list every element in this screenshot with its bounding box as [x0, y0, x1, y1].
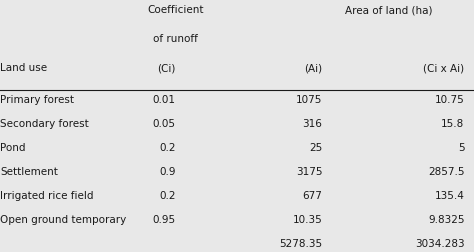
Text: Coefficient: Coefficient: [147, 5, 204, 15]
Text: 0.95: 0.95: [152, 214, 175, 224]
Text: 0.9: 0.9: [159, 166, 175, 176]
Text: 5: 5: [458, 142, 465, 152]
Text: 135.4: 135.4: [435, 190, 465, 200]
Text: of runoff: of runoff: [153, 34, 198, 44]
Text: 677: 677: [302, 190, 322, 200]
Text: 10.35: 10.35: [292, 214, 322, 224]
Text: Area of land (ha): Area of land (ha): [345, 5, 432, 15]
Text: (Ci): (Ci): [157, 63, 175, 73]
Text: 0.01: 0.01: [152, 94, 175, 105]
Text: 0.2: 0.2: [159, 142, 175, 152]
Text: 316: 316: [302, 118, 322, 129]
Text: 1075: 1075: [296, 94, 322, 105]
Text: 9.8325: 9.8325: [428, 214, 465, 224]
Text: (Ci x Ai): (Ci x Ai): [423, 63, 465, 73]
Text: Land use: Land use: [0, 63, 47, 73]
Text: Settlement: Settlement: [0, 166, 58, 176]
Text: Primary forest: Primary forest: [0, 94, 74, 105]
Text: 0.2: 0.2: [159, 190, 175, 200]
Text: (Ai): (Ai): [304, 63, 322, 73]
Text: Pond: Pond: [0, 142, 26, 152]
Text: 5278.35: 5278.35: [279, 238, 322, 248]
Text: 10.75: 10.75: [435, 94, 465, 105]
Text: Secondary forest: Secondary forest: [0, 118, 89, 129]
Text: Open ground temporary: Open ground temporary: [0, 214, 126, 224]
Text: 25: 25: [309, 142, 322, 152]
Text: Irrigated rice field: Irrigated rice field: [0, 190, 93, 200]
Text: 2857.5: 2857.5: [428, 166, 465, 176]
Text: 3034.283: 3034.283: [415, 238, 465, 248]
Text: 0.05: 0.05: [152, 118, 175, 129]
Text: 15.8: 15.8: [441, 118, 465, 129]
Text: 3175: 3175: [296, 166, 322, 176]
